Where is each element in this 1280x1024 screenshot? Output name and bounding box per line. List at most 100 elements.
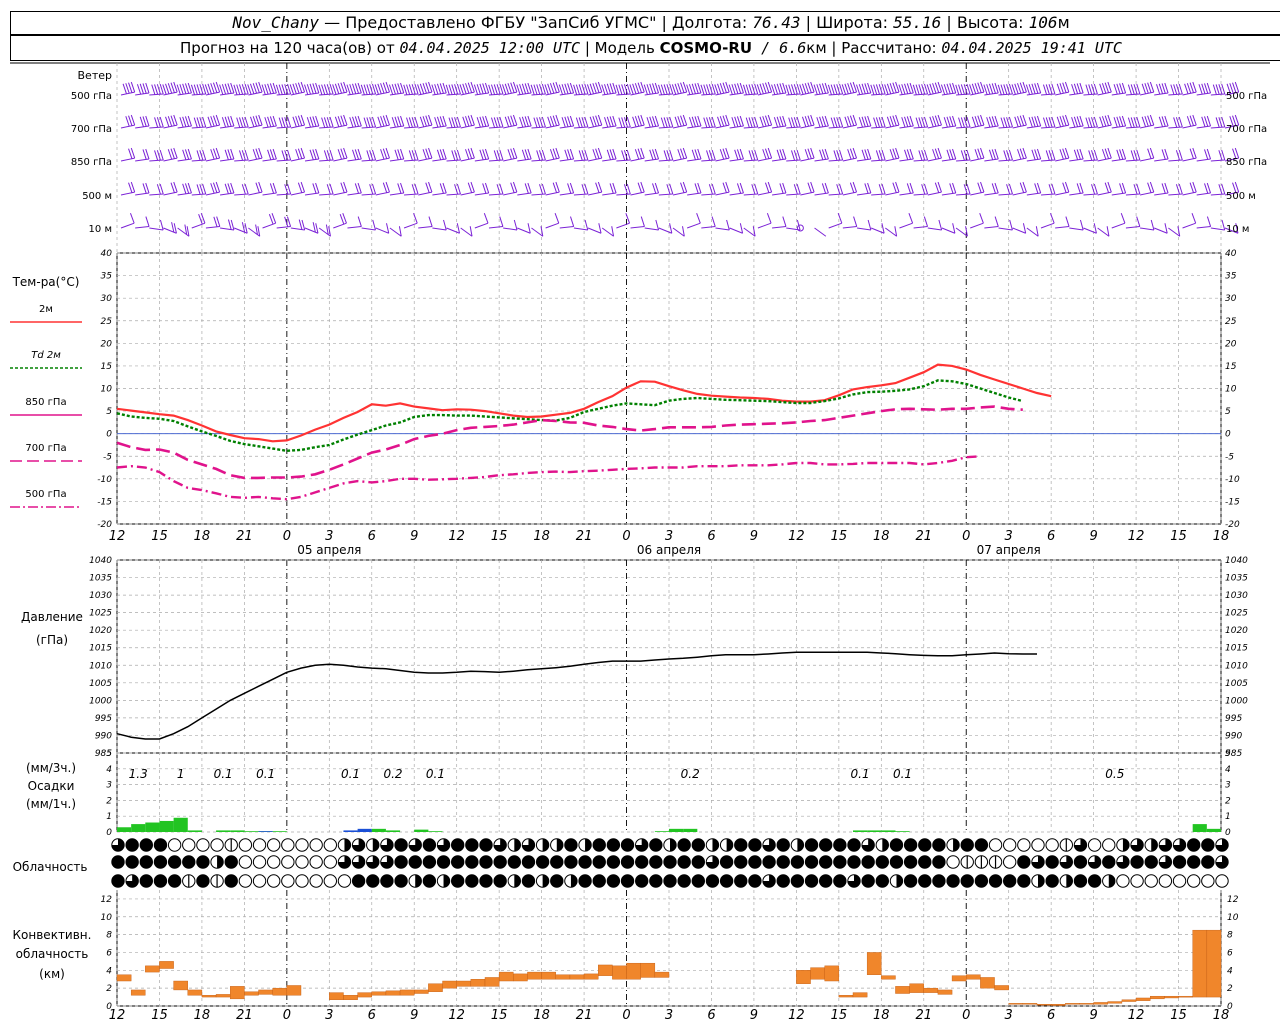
barb-feather xyxy=(1036,148,1042,160)
barb-feather xyxy=(272,182,277,194)
barb-staff xyxy=(361,159,376,162)
barb-staff xyxy=(1224,157,1239,162)
barb-staff xyxy=(956,193,971,196)
cloud-half xyxy=(344,838,351,852)
cloud-circle xyxy=(238,855,253,869)
barb-feather xyxy=(173,81,178,93)
barb-staff xyxy=(800,157,815,162)
barb-feather xyxy=(1147,115,1152,126)
cloud-half xyxy=(953,838,960,852)
barb-feather xyxy=(154,150,159,161)
barb-staff xyxy=(672,157,687,162)
cloud-symbol xyxy=(1031,874,1045,888)
barb-feather xyxy=(238,117,244,128)
cloud-circle xyxy=(380,874,394,888)
wind-barb xyxy=(602,182,617,196)
cloud-circle xyxy=(946,855,960,869)
rain-bar xyxy=(173,817,188,832)
temp-legend-label: 850 гПа xyxy=(25,397,66,408)
cloud-symbol xyxy=(337,855,352,869)
conv-cloud-bar xyxy=(583,973,599,980)
cloud-circle xyxy=(323,838,338,852)
barb-feather xyxy=(198,213,203,225)
wind-barb xyxy=(304,182,320,196)
ytick-right: 1005 xyxy=(1225,679,1248,689)
barb-feather xyxy=(1093,183,1098,195)
barb-feather xyxy=(411,84,416,95)
cloud-circle xyxy=(705,874,720,888)
wind-barb xyxy=(970,181,985,196)
barb-feather xyxy=(227,116,232,127)
barb-feather xyxy=(182,116,187,127)
cloud-symbol xyxy=(592,855,606,869)
barb-staff xyxy=(941,192,956,196)
ytick-right: 35 xyxy=(1225,272,1237,282)
barb-feather xyxy=(807,148,812,159)
barb-feather xyxy=(1232,182,1237,193)
wind-barb xyxy=(120,181,136,196)
barb-feather xyxy=(1006,84,1011,95)
cloud-symbol xyxy=(634,855,649,869)
barb-feather xyxy=(297,82,303,93)
barb-staff xyxy=(503,124,517,129)
barb-feather xyxy=(575,117,580,128)
day-label: 07 апреля xyxy=(977,543,1041,557)
conv-cloud-bar xyxy=(612,965,627,980)
wind-barb xyxy=(234,149,249,162)
barb-feather xyxy=(510,182,515,193)
barb-feather xyxy=(539,117,544,128)
barb-feather xyxy=(719,83,725,94)
barb-feather xyxy=(680,115,685,126)
barb-feather xyxy=(1116,116,1121,127)
barb-feather xyxy=(533,117,538,128)
barb-feather xyxy=(184,183,190,194)
cloud-three-quarter xyxy=(762,838,776,852)
barb-feather xyxy=(759,83,764,94)
barb-feather xyxy=(1091,117,1096,128)
barb-feather xyxy=(570,216,575,227)
xtick-label: 12 xyxy=(109,529,126,544)
barb-feather xyxy=(482,149,487,160)
barb-feather xyxy=(923,183,929,195)
wind-barb xyxy=(644,115,660,129)
cloud-half xyxy=(1122,838,1130,852)
cloud-circle xyxy=(394,838,408,852)
cloud-half xyxy=(1038,874,1045,888)
barb-feather xyxy=(436,116,442,127)
wind-barb xyxy=(1111,213,1126,229)
barb-feather xyxy=(540,226,544,237)
cloud-circle xyxy=(564,838,578,852)
xtick-label-bottom: 0 xyxy=(962,1008,970,1023)
barb-staff xyxy=(743,193,758,196)
wind-barb xyxy=(1139,81,1155,96)
barb-staff xyxy=(1168,227,1181,237)
barb-staff xyxy=(1069,92,1084,96)
barb-feather xyxy=(958,117,963,128)
barb-feather xyxy=(1130,150,1135,161)
xtick-label-bottom: 18 xyxy=(1213,1008,1230,1023)
cloud-circle xyxy=(1031,838,1045,852)
ytick-right: 8 xyxy=(1227,931,1233,941)
barb-staff xyxy=(517,158,532,162)
barb-feather xyxy=(1062,148,1067,159)
barb-feather xyxy=(1215,117,1220,128)
ytick-right: 1020 xyxy=(1225,626,1248,636)
cloud-circle xyxy=(1186,838,1201,852)
xtick-label-bottom: 6 xyxy=(368,1008,376,1023)
wind-barb xyxy=(545,181,560,196)
barb-feather xyxy=(394,83,399,94)
barb-feather xyxy=(1177,226,1181,237)
cloud-three-quarter xyxy=(762,874,776,888)
barb-feather xyxy=(700,84,705,95)
barb-feather xyxy=(1218,84,1223,95)
altitude-value: 106 xyxy=(1028,13,1058,32)
barb-staff xyxy=(772,226,787,229)
wind-barb xyxy=(545,114,560,129)
conv-cloud-bar xyxy=(1178,995,1193,998)
barb-feather xyxy=(696,213,701,224)
barb-feather xyxy=(682,147,688,159)
wind-barb xyxy=(601,82,617,96)
wind-barb xyxy=(531,226,544,237)
wind-barb xyxy=(361,116,377,129)
wind-barb xyxy=(630,114,645,129)
